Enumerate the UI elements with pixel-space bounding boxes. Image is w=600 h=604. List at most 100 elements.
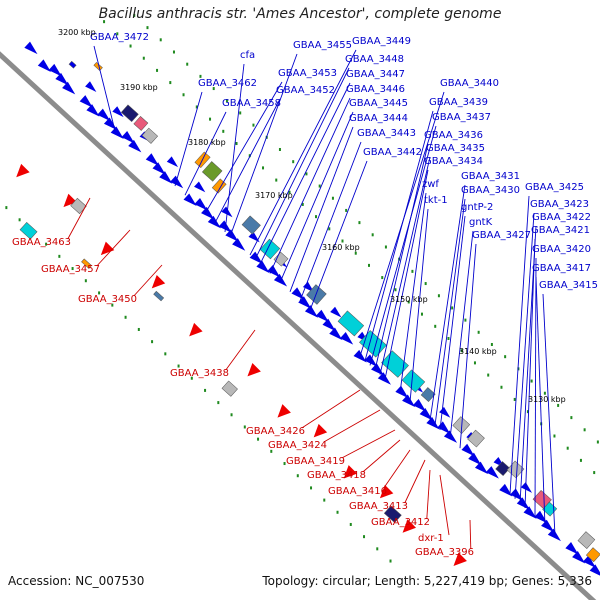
forward-gene-arrow (534, 510, 548, 524)
track-dot (424, 282, 427, 286)
forward-leader-line (379, 156, 431, 375)
gene-block (337, 310, 365, 337)
forward-gene-label: GBAA_3445 (349, 98, 408, 109)
track-dot (384, 245, 387, 249)
gene-block (452, 416, 471, 434)
track-dot (243, 425, 246, 429)
forward-leader-line (174, 91, 203, 187)
forward-leader-line (279, 111, 354, 283)
track-dot (553, 434, 556, 438)
track-dot (451, 306, 454, 310)
track-dot (389, 559, 392, 563)
track-dot (363, 535, 366, 539)
gene-block (70, 197, 87, 215)
forward-gene-arrow (329, 327, 343, 341)
reverse-gene-arrow (453, 552, 467, 566)
track-dot (18, 218, 21, 222)
forward-leader-line (289, 126, 354, 292)
forward-gene-arrow (572, 550, 586, 564)
track-dot (336, 510, 339, 514)
forward-gene-label: GBAA_3448 (345, 54, 404, 65)
forward-gene-arrow (377, 372, 391, 385)
forward-gene-label: GBAA_3423 (530, 199, 589, 210)
forward-gene-arrow (152, 162, 166, 175)
forward-leader-line (524, 238, 536, 509)
position-tick-label: 3160 kbp (322, 243, 360, 252)
reverse-leader-line (323, 409, 381, 443)
forward-gene-arrow (37, 59, 51, 72)
forward-gene-arrow (24, 41, 38, 55)
forward-gene-label: GBAA_3434 (424, 156, 483, 167)
position-tick-label: 3140 kbp (459, 347, 497, 356)
gene-block (467, 429, 485, 448)
reverse-leader-line (133, 264, 163, 297)
forward-gene-label: GBAA_3462 (198, 78, 257, 89)
forward-leader-line (542, 293, 556, 536)
track-dot (124, 315, 127, 319)
forward-gene-label: GBAA_3436 (424, 130, 483, 141)
forward-leader-line (509, 195, 530, 495)
forward-gene-label: GBAA_3447 (346, 69, 405, 80)
track-dot (381, 276, 384, 280)
reverse-leader-line (67, 197, 91, 240)
track-dot (367, 263, 370, 267)
reverse-gene-label: GBAA_3426 (246, 426, 305, 437)
forward-gene-arrow (194, 181, 206, 193)
track-dot (222, 129, 225, 133)
reverse-gene-arrow (247, 362, 261, 377)
forward-gene-arrow (121, 130, 135, 144)
track-dot (543, 391, 546, 395)
gene-block (201, 161, 223, 182)
forward-leader-line (534, 257, 537, 518)
track-dot (557, 403, 560, 407)
forward-gene-arrow (62, 81, 76, 95)
genome-summary-text: Topology: circular; Length: 5,227,419 bp… (262, 574, 592, 588)
track-dot (464, 318, 467, 322)
track-dot (98, 291, 101, 295)
forward-gene-label: GBAA_3439 (429, 97, 488, 108)
track-dot (566, 446, 569, 450)
forward-gene-arrow (395, 385, 409, 399)
forward-gene-arrow (547, 528, 561, 542)
track-dot (310, 486, 313, 490)
forward-gene-label: GBAA_3435 (426, 143, 485, 154)
forward-leader-line (269, 97, 351, 274)
forward-leader-line (249, 49, 357, 256)
forward-gene-label: GBAA_3453 (278, 68, 337, 79)
forward-leader-line (229, 53, 298, 237)
track-dot (341, 239, 344, 243)
reverse-gene-label: GBAA_3418 (307, 470, 366, 481)
gene-block (420, 387, 436, 402)
gene-labels: GBAA_3472cfaGBAA_3462GBAA_3458GBAA_3455G… (12, 32, 598, 558)
forward-leader-line (434, 198, 466, 426)
track-dot (394, 288, 397, 292)
forward-leader-line (399, 192, 427, 394)
track-dot (318, 184, 321, 188)
forward-gene-label: cfa (240, 50, 255, 61)
track-dot (434, 324, 437, 328)
track-dot (288, 190, 291, 194)
gene-block (221, 380, 238, 397)
gene-block (120, 104, 139, 123)
reverse-leader-line (439, 474, 450, 536)
forward-leader-line (384, 169, 429, 380)
backbone-line (0, 51, 600, 604)
forward-leader-line (429, 184, 466, 421)
track-dot (137, 327, 140, 331)
track-dot (58, 254, 61, 258)
track-dot (283, 462, 286, 466)
forward-gene-label: GBAA_3422 (532, 212, 591, 223)
reverse-gene-arrow (189, 322, 203, 337)
track-dot (257, 437, 260, 441)
forward-leader-line (259, 82, 351, 265)
reverse-leader-line (301, 389, 361, 429)
forward-gene-arrow (322, 318, 336, 332)
reverse-gene-arrow (379, 484, 394, 499)
forward-leader-line (184, 111, 227, 196)
forward-leader-line (449, 230, 474, 440)
reverse-gene-label: GBAA_3457 (41, 264, 100, 275)
forward-gene-arrow (79, 95, 93, 108)
forward-gene-arrow (541, 519, 555, 533)
gene-block (133, 116, 149, 131)
forward-gene-arrow (499, 483, 513, 497)
